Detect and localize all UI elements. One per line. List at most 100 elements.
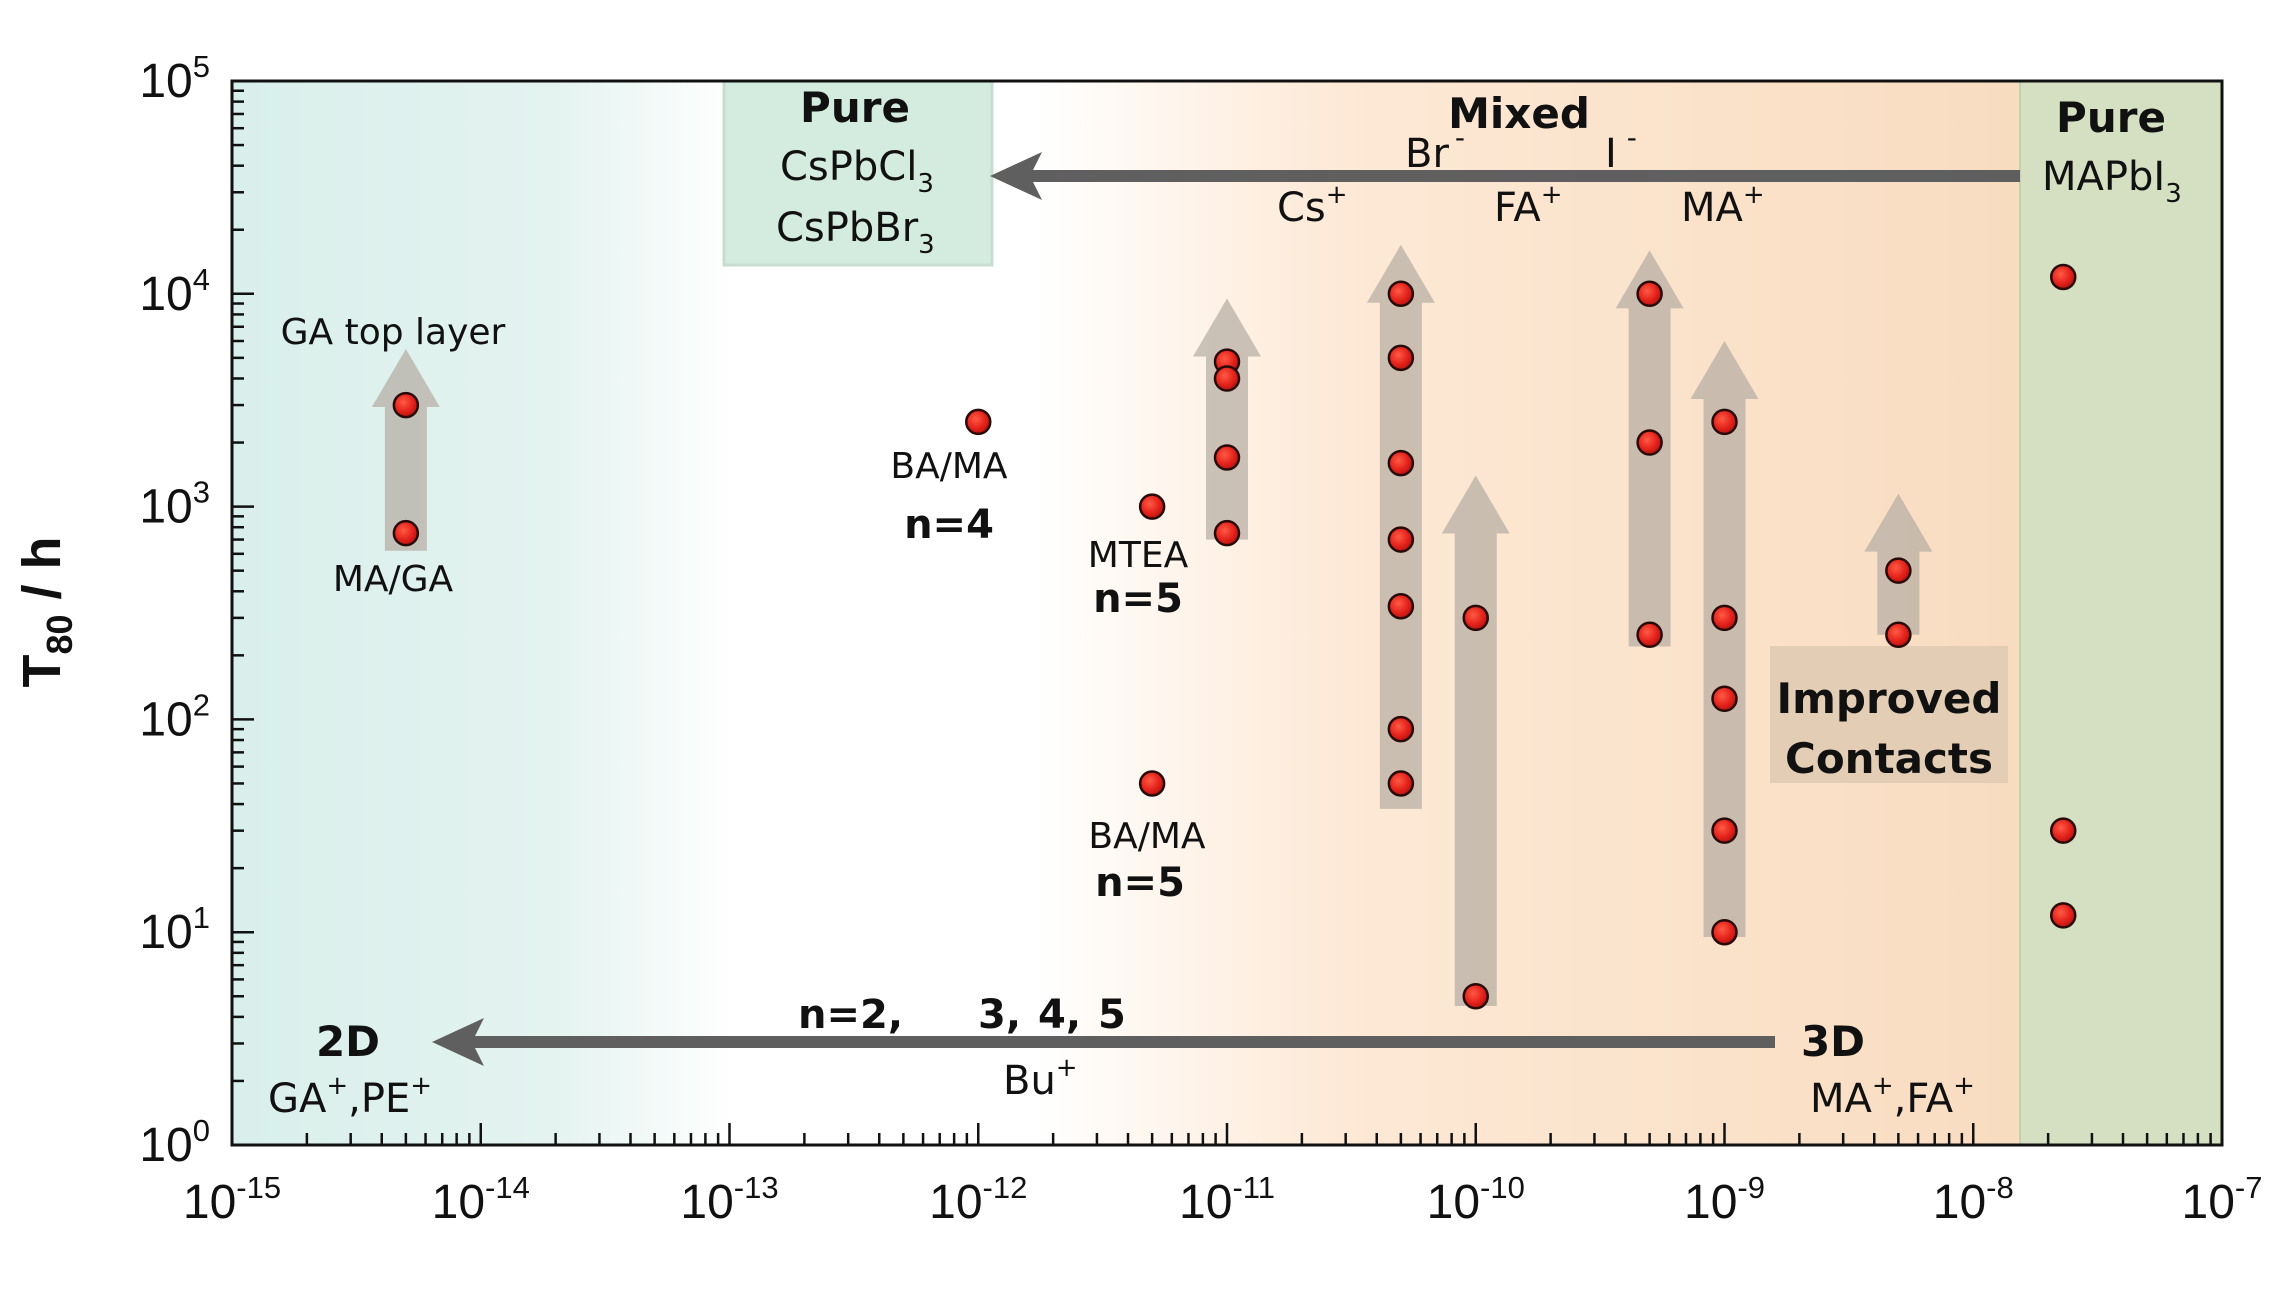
- data-point: [1138, 493, 1166, 520]
- cspbcl3-sub: 3: [917, 169, 934, 199]
- x-tick-label-base: 10: [183, 1176, 236, 1229]
- i-label: I-: [1605, 121, 1637, 177]
- y-tick-label-exponent: 4: [193, 262, 210, 297]
- y-tick-label-base: 10: [139, 693, 192, 746]
- ma-ga-label: MA/GA: [333, 559, 454, 600]
- y-tick-label-exponent: 5: [193, 49, 210, 84]
- data-point: [1885, 621, 1912, 648]
- n5-label-a: n=5: [1093, 576, 1183, 622]
- data-point: [1213, 444, 1241, 471]
- halide-composition-arrow: [990, 152, 2020, 200]
- y-axis-title: T80 / h: [12, 536, 80, 687]
- y-tick-label-exponent: 0: [193, 1113, 210, 1148]
- data-point: [2049, 902, 2077, 929]
- n5-label-b: n=5: [1095, 860, 1185, 906]
- x-tick-label-exponent: -15: [236, 1170, 281, 1205]
- y-tick-label-base: 10: [139, 481, 192, 534]
- cspbbr3-sub: 3: [918, 230, 935, 260]
- data-point: [1711, 817, 1738, 844]
- y-tick-label: 102: [139, 687, 210, 746]
- x-tick-label: 10-9: [1684, 1170, 1765, 1229]
- x-tick-label-base: 10: [680, 1176, 733, 1229]
- i-sup: -: [1627, 121, 1637, 154]
- bu-base: Bu: [1003, 1058, 1056, 1104]
- x-tick-label-base: 10: [432, 1176, 485, 1229]
- data-point: [1462, 983, 1489, 1010]
- x-tick-label-exponent: -8: [1986, 1170, 2014, 1205]
- improvement-arrow-4: [1441, 475, 1510, 1006]
- x-tick-label: 10-15: [183, 1170, 281, 1229]
- cspbbr3-label: CsPbBr3: [776, 205, 935, 260]
- data-point: [1387, 715, 1415, 743]
- contacts-label: Contacts: [1785, 734, 1993, 783]
- data-point: [1885, 557, 1912, 584]
- bu-label: Bu+: [1003, 1053, 1078, 1104]
- x-tick-label: 10-10: [1427, 1170, 1525, 1229]
- br-label: Br -: [1405, 121, 1465, 177]
- x-tick-label-base: 10: [2182, 1176, 2235, 1229]
- x-tick-label-base: 10: [1427, 1176, 1480, 1229]
- y-tick-label: 104: [139, 262, 210, 321]
- y-axis-title-unit: / h: [12, 536, 72, 614]
- mtea-label: MTEA: [1088, 535, 1189, 576]
- bu-sup: +: [1056, 1053, 1078, 1083]
- dimensionality-arrow: [432, 1018, 1775, 1066]
- x-axis-tick-labels: 10-15 10-14 10-13 10-12 10-11 10-10 10-9 10-8 10…: [183, 1170, 2263, 1229]
- y-tick-label-base: 10: [139, 906, 192, 959]
- fa-label: FA+: [1494, 180, 1563, 231]
- pure-cspb-box: [722, 79, 994, 267]
- y-axis-ticks: [232, 89, 254, 1147]
- br-sup: -: [1455, 121, 1465, 154]
- x-axis-ticks: [230, 1123, 2224, 1145]
- x-tick-label: 10-14: [432, 1170, 530, 1229]
- y-tick-label-exponent: 1: [193, 900, 210, 935]
- br-base: Br: [1405, 131, 1449, 177]
- cspbcl3-label: CsPbCl3: [780, 144, 934, 199]
- ga-base: GA: [268, 1076, 327, 1122]
- label-3d: 3D: [1801, 1017, 1865, 1066]
- n2-label: n=2,: [798, 992, 903, 1038]
- n4-label: n=4: [904, 502, 994, 548]
- data-point: [1387, 770, 1415, 797]
- cs-sup: +: [1326, 180, 1348, 210]
- x-tick-label-exponent: -14: [485, 1170, 530, 1205]
- y-axis-title-main: T: [12, 655, 72, 688]
- annotations: GA top layer MA/GA BA/MA n=4 MTEA n=5 BA…: [268, 83, 2182, 1122]
- data-point: [392, 391, 420, 419]
- data-point: [1711, 604, 1738, 632]
- data-point: [1387, 593, 1415, 620]
- ma3d-sup: +: [1872, 1071, 1894, 1101]
- x-tick-label: 10-8: [1933, 1170, 2014, 1229]
- x-tick-label-base: 10: [1179, 1176, 1232, 1229]
- improvement-arrow-2: [1193, 298, 1261, 540]
- cs-base: Cs: [1277, 185, 1326, 231]
- y-tick-label: 105: [139, 49, 210, 108]
- data-point: [1711, 918, 1738, 946]
- x-tick-label-exponent: -12: [983, 1170, 1028, 1205]
- data-point: [2049, 817, 2077, 844]
- fa-base: FA: [1494, 185, 1541, 231]
- improved-label: Improved: [1777, 674, 2002, 723]
- improved-contacts-box: [1770, 646, 2008, 783]
- ga-pe-label: GA+,PE+: [268, 1071, 432, 1122]
- data-points: [392, 263, 2077, 1010]
- y-tick-label-base: 10: [139, 1119, 192, 1172]
- improvement-arrow-6: [1690, 341, 1759, 937]
- fa-sup: +: [1541, 180, 1563, 210]
- x-tick-label: 10-12: [929, 1170, 1027, 1229]
- data-point: [1387, 526, 1415, 553]
- data-point: [1213, 519, 1241, 547]
- x-tick-label-exponent: -10: [1480, 1170, 1525, 1205]
- pure-left-title: Pure: [800, 83, 910, 132]
- ma3d-base: MA: [1810, 1076, 1873, 1122]
- n3-label: 3,: [978, 992, 1021, 1038]
- data-point: [1387, 344, 1415, 372]
- fa3d-base: ,FA: [1894, 1076, 1954, 1122]
- data-point: [1387, 449, 1415, 477]
- pure-right-title: Pure: [2056, 93, 2166, 142]
- fa3d-sup: +: [1953, 1071, 1975, 1101]
- y-tick-label: 101: [139, 900, 210, 959]
- y-tick-label-exponent: 3: [193, 475, 210, 510]
- pe-base: ,PE: [348, 1076, 410, 1122]
